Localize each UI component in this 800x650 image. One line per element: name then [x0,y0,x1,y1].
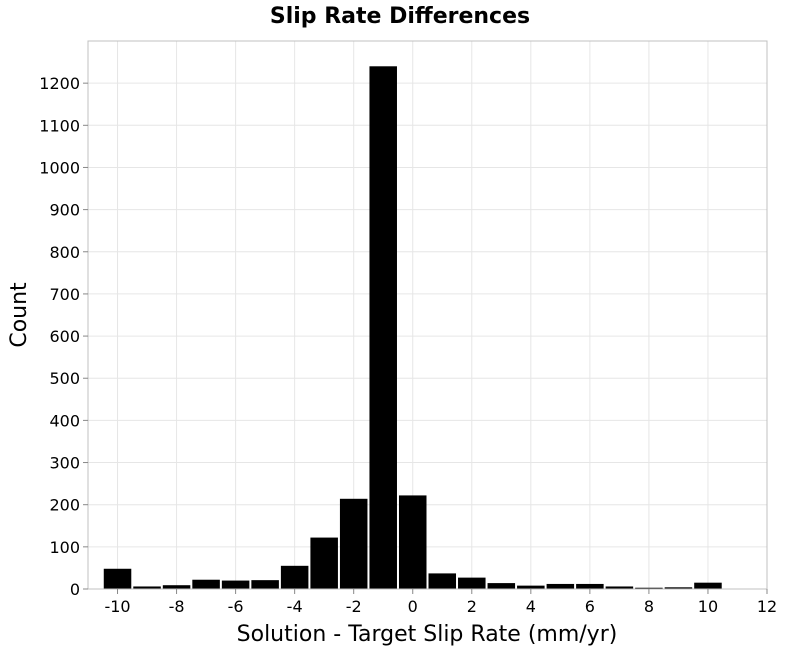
histogram-bar [517,585,545,589]
x-tick-label: 2 [467,597,477,616]
histogram-bar [369,66,397,590]
histogram-bar [664,587,693,589]
histogram-bar [103,568,132,589]
histogram-bar [251,580,279,589]
gridlines [88,41,768,590]
y-tick-label: 1100 [39,116,80,135]
y-axis-ticks: 0 100 200 300 400 500 600 700 800 900 1000 1100 1200 [39,74,88,599]
x-tick-label: 8 [644,597,654,616]
histogram-bar [133,586,161,589]
x-tick-label: 6 [585,597,595,616]
y-axis-label: Count [7,282,32,348]
histogram-bar [310,537,338,589]
histogram-bar [487,583,516,589]
histogram-bar [458,577,486,589]
histogram-bar [635,587,663,589]
y-tick-label: 1000 [39,158,80,177]
x-tick-label: 10 [698,597,718,616]
y-tick-label: 400 [49,411,80,430]
x-tick-label: 12 [757,597,777,616]
x-axis-label: Solution - Target Slip Rate (mm/yr) [237,622,618,647]
bars [103,66,722,590]
y-tick-label: 0 [70,580,80,599]
y-tick-label: 900 [49,201,80,220]
x-tick-label: -2 [346,597,362,616]
histogram-bar [428,573,457,589]
x-tick-label: -4 [287,597,303,616]
histogram-bar [605,586,634,589]
y-tick-label: 300 [49,454,80,473]
y-tick-label: 1200 [39,74,80,93]
histogram-bar [192,579,220,589]
x-tick-label: -6 [228,597,244,616]
histogram-bar [576,583,604,589]
y-tick-label: 100 [49,538,80,557]
histogram-bar [162,585,191,589]
chart-title: Slip Rate Differences [270,4,530,29]
histogram-bar [280,565,309,589]
x-tick-label: 0 [408,597,418,616]
x-tick-label: 4 [526,597,536,616]
x-axis-ticks: -10 -8 -6 -4 -2 0 2 4 6 8 10 12 [104,589,777,616]
histogram-bar [694,582,722,589]
y-tick-label: 700 [49,285,80,304]
x-tick-label: -8 [169,597,185,616]
histogram-bar [221,580,250,589]
x-tick-label: -10 [104,597,130,616]
histogram-bar [398,495,427,589]
y-tick-label: 500 [49,369,80,388]
y-tick-label: 200 [49,496,80,515]
histogram-bar [546,583,575,589]
histogram-bar [339,498,368,589]
plot-frame [87,40,768,590]
y-tick-label: 800 [49,243,80,262]
y-tick-label: 600 [49,327,80,346]
